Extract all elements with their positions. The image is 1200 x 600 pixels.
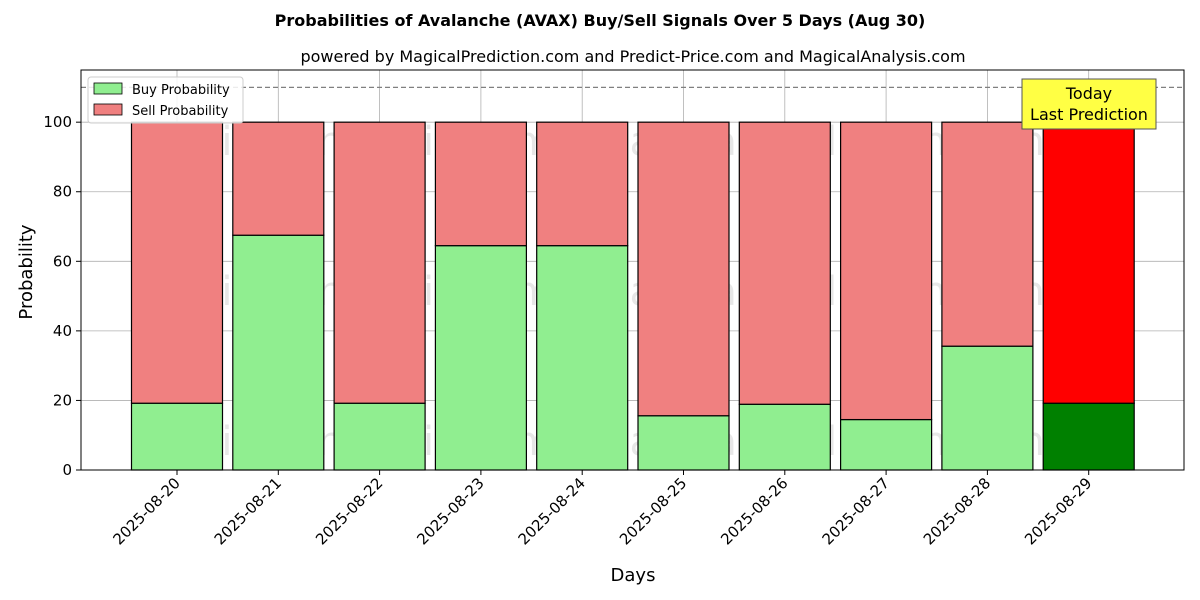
x-tick-label: 2025-08-26 xyxy=(717,474,791,548)
bar-buy xyxy=(738,403,831,471)
legend: Buy Probability Sell Probability xyxy=(87,76,244,124)
y-tick-label: 40 xyxy=(53,322,72,340)
bar-sell xyxy=(232,121,325,236)
y-tick-label: 100 xyxy=(43,113,72,131)
chart-title: Probabilities of Avalanche (AVAX) Buy/Se… xyxy=(275,11,926,30)
chart-subtitle: powered by MagicalPrediction.com and Pre… xyxy=(300,47,965,66)
bar-sell xyxy=(536,121,629,247)
plot-frame xyxy=(80,69,1185,471)
bar-buy xyxy=(130,402,224,471)
x-tick-label: 2025-08-25 xyxy=(616,474,690,548)
legend-swatch-buy xyxy=(93,82,123,95)
bar-sell xyxy=(1042,121,1135,404)
annotation-line-2: Last Prediction xyxy=(1030,105,1148,124)
legend-swatch-sell xyxy=(93,103,123,116)
bar-sell xyxy=(738,121,831,405)
y-tick-label: 60 xyxy=(53,252,72,270)
x-ticks: 2025-08-20 2025-08-21 2025-08-22 2025-08-23… xyxy=(109,470,1096,548)
x-tick-label: 2025-08-22 xyxy=(312,474,386,548)
y-tick-label: 80 xyxy=(53,183,72,201)
bar-sell xyxy=(637,121,730,417)
legend-box xyxy=(87,76,244,124)
x-tick-label: 2025-08-20 xyxy=(109,474,183,548)
bars xyxy=(130,121,1135,471)
bar-sell xyxy=(434,121,527,247)
x-axis-label: Days xyxy=(611,565,656,586)
x-tick-label: 2025-08-21 xyxy=(211,474,285,548)
y-ticks: 0 20 40 60 80 100 xyxy=(43,113,81,479)
x-tick-label: 2025-08-29 xyxy=(1021,474,1095,548)
bar-sell xyxy=(839,121,933,421)
bar-buy xyxy=(637,415,730,471)
x-tick-label: 2025-08-27 xyxy=(819,474,893,548)
bar-buy xyxy=(333,402,426,471)
x-tick-label: 2025-08-28 xyxy=(920,474,994,548)
axes xyxy=(80,69,1185,471)
annotation-line-1: Today xyxy=(1065,84,1112,103)
x-tick-label: 2025-08-24 xyxy=(515,474,589,548)
bar-sell xyxy=(130,121,224,404)
bar-sell xyxy=(333,121,426,404)
annotation-box xyxy=(1021,78,1157,130)
x-tick-label: 2025-08-23 xyxy=(413,474,487,548)
bar-buy xyxy=(232,234,325,471)
bar-buy xyxy=(941,345,1034,471)
bar-buy xyxy=(536,245,629,471)
bar-buy xyxy=(839,418,933,471)
legend-label-buy: Buy Probability xyxy=(132,83,230,98)
y-tick-label: 0 xyxy=(62,461,72,479)
bar-sell xyxy=(941,121,1034,347)
bar-buy xyxy=(434,245,527,471)
y-axis-label: Probability xyxy=(16,224,37,319)
y-tick-label: 20 xyxy=(53,391,72,409)
bar-buy xyxy=(1042,402,1135,471)
annotation: Today Last Prediction xyxy=(1021,78,1157,130)
legend-label-sell: Sell Probability xyxy=(132,104,229,119)
